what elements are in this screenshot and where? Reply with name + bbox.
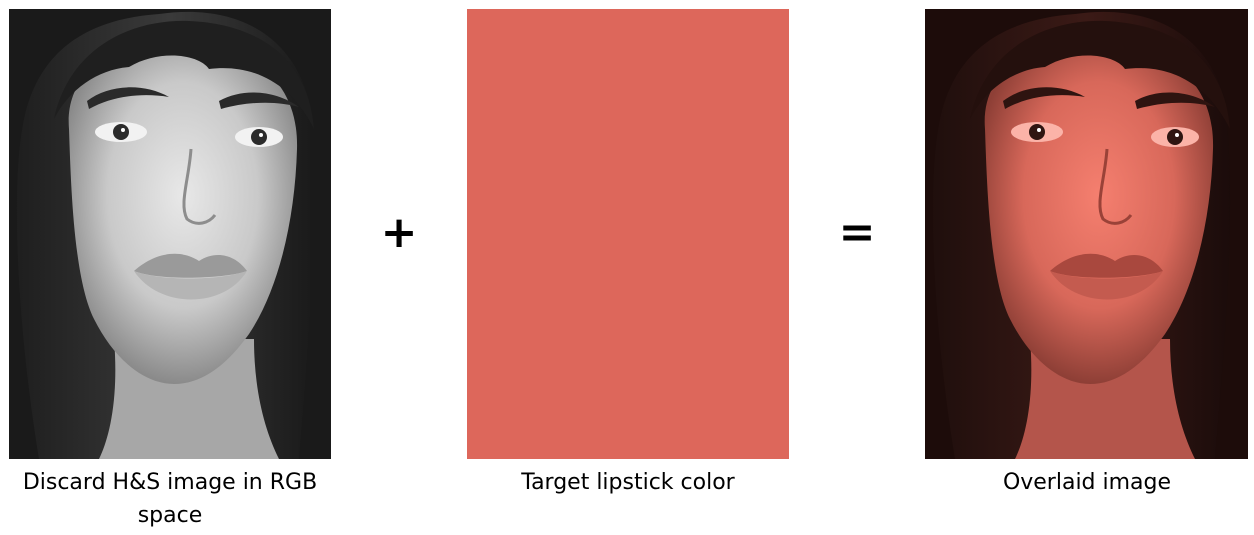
caption-overlaid-image: Overlaid image [1002,470,1172,495]
caption-target-lipstick-color: Target lipstick color [521,470,735,495]
lipstick-color-swatch [467,9,789,459]
tinted-face-illustration [925,9,1248,459]
grayscale-face-illustration [9,9,331,459]
target-color-swatch-panel [467,9,789,459]
overlaid-face-image [925,9,1248,459]
equals-operator: = [838,207,876,258]
grayscale-face-image [9,9,331,459]
caption-discard-hs-image: Discard H&S image in RGB space [22,470,318,528]
plus-operator: + [380,207,418,258]
